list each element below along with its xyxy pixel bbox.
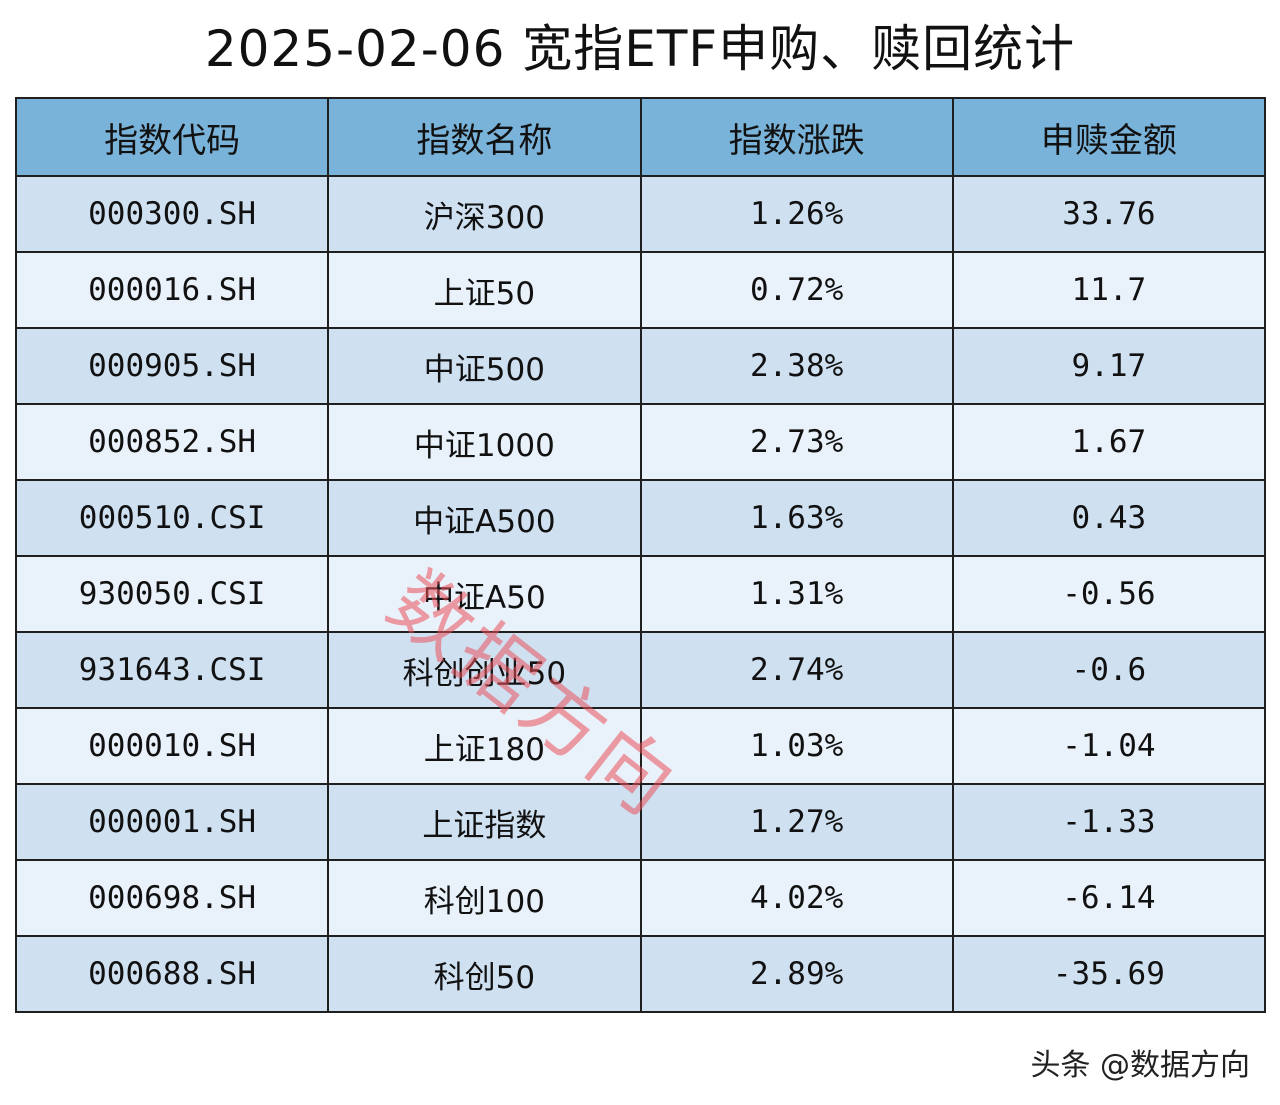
table-row: 931643.CSI 科创创业50 2.74% -0.6 — [14, 631, 1267, 709]
cell-change: 2.38% — [639, 327, 954, 405]
table-row: 000001.SH 上证指数 1.27% -1.33 — [14, 783, 1267, 861]
cell-amount: -6.14 — [951, 859, 1267, 937]
cell-amount: 33.76 — [951, 175, 1267, 253]
cell-name: 上证180 — [327, 707, 642, 785]
cell-amount: -1.33 — [951, 783, 1267, 861]
table-row: 930050.CSI 中证A50 1.31% -0.56 — [14, 555, 1267, 633]
cell-code: 000688.SH — [14, 935, 330, 1013]
cell-name: 中证A50 — [327, 555, 642, 633]
cell-amount: 0.43 — [951, 479, 1267, 557]
column-header-amount: 申赎金额 — [951, 97, 1267, 177]
cell-name: 上证指数 — [327, 783, 642, 861]
cell-amount: -0.56 — [951, 555, 1267, 633]
table-row: 000016.SH 上证50 0.72% 11.7 — [14, 251, 1267, 329]
table-row: 000852.SH 中证1000 2.73% 1.67 — [14, 403, 1267, 481]
column-header-change: 指数涨跌 — [639, 97, 954, 177]
cell-change: 2.74% — [639, 631, 954, 709]
cell-name: 科创创业50 — [327, 631, 642, 709]
cell-name: 科创50 — [327, 935, 642, 1013]
table-row: 000300.SH 沪深300 1.26% 33.76 — [14, 175, 1267, 253]
cell-amount: 11.7 — [951, 251, 1267, 329]
cell-change: 1.63% — [639, 479, 954, 557]
cell-amount: -0.6 — [951, 631, 1267, 709]
cell-name: 科创100 — [327, 859, 642, 937]
cell-code: 000852.SH — [14, 403, 330, 481]
etf-table: 指数代码 指数名称 指数涨跌 申赎金额 000300.SH 沪深300 1.26… — [14, 97, 1267, 1013]
cell-code: 000001.SH — [14, 783, 330, 861]
cell-amount: -35.69 — [951, 935, 1267, 1013]
table-header-row: 指数代码 指数名称 指数涨跌 申赎金额 — [14, 97, 1267, 177]
column-header-code: 指数代码 — [14, 97, 330, 177]
column-header-name: 指数名称 — [327, 97, 642, 177]
cell-code: 000300.SH — [14, 175, 330, 253]
cell-change: 1.26% — [639, 175, 954, 253]
cell-amount: 9.17 — [951, 327, 1267, 405]
cell-change: 0.72% — [639, 251, 954, 329]
cell-name: 中证A500 — [327, 479, 642, 557]
cell-amount: -1.04 — [951, 707, 1267, 785]
cell-code: 931643.CSI — [14, 631, 330, 709]
cell-change: 1.27% — [639, 783, 954, 861]
cell-code: 000010.SH — [14, 707, 330, 785]
cell-name: 沪深300 — [327, 175, 642, 253]
cell-change: 4.02% — [639, 859, 954, 937]
table-row: 000010.SH 上证180 1.03% -1.04 — [14, 707, 1267, 785]
table-row: 000510.CSI 中证A500 1.63% 0.43 — [14, 479, 1267, 557]
table-row: 000698.SH 科创100 4.02% -6.14 — [14, 859, 1267, 937]
cell-amount: 1.67 — [951, 403, 1267, 481]
cell-change: 1.03% — [639, 707, 954, 785]
cell-code: 930050.CSI — [14, 555, 330, 633]
footer-credit: 头条 @数据方向 — [1030, 1048, 1250, 1083]
cell-change: 1.31% — [639, 555, 954, 633]
cell-code: 000016.SH — [14, 251, 330, 329]
cell-code: 000510.CSI — [14, 479, 330, 557]
cell-name: 中证500 — [327, 327, 642, 405]
cell-name: 上证50 — [327, 251, 642, 329]
cell-name: 中证1000 — [327, 403, 642, 481]
table-row: 000688.SH 科创50 2.89% -35.69 — [14, 935, 1267, 1013]
page-title: 2025-02-06 宽指ETF申购、赎回统计 — [204, 20, 1076, 78]
cell-code: 000905.SH — [14, 327, 330, 405]
cell-code: 000698.SH — [14, 859, 330, 937]
cell-change: 2.73% — [639, 403, 954, 481]
table-row: 000905.SH 中证500 2.38% 9.17 — [14, 327, 1267, 405]
cell-change: 2.89% — [639, 935, 954, 1013]
